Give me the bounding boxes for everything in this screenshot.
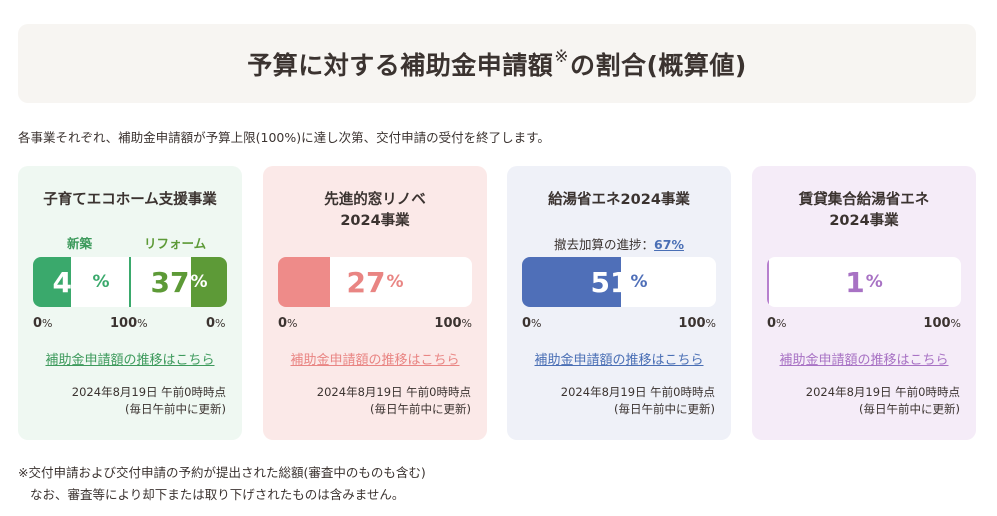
scale-max: 100%: [923, 316, 961, 331]
progress-bar: 27%: [278, 257, 472, 307]
removal-progress: 撤去加算の進捗：67%: [554, 237, 684, 252]
card-title: 子育てエコホーム支援事業: [43, 192, 217, 208]
history-link[interactable]: 補助金申請額の推移はこちら: [45, 353, 215, 368]
scale-max: 100%: [678, 316, 716, 331]
progress-bar: 51%: [522, 257, 716, 307]
removal-progress-value[interactable]: 67%: [654, 237, 684, 252]
progress-fill: [522, 257, 621, 307]
title-banner: 予算に対する補助金申請額※の割合(概算値): [18, 24, 976, 103]
new-build-label: 新築: [67, 236, 93, 251]
bar-divider: [129, 257, 131, 307]
progress-value: 51%: [590, 265, 648, 299]
card-title: 賃貸集合給湯省エネ 2024事業: [798, 192, 930, 229]
scale-min: 0%: [522, 316, 542, 331]
card-title: 給湯省エネ2024事業: [548, 192, 690, 208]
progress-value: 27%: [346, 265, 404, 299]
timestamp: 2024年8月19日 午前0時時点 (毎日午前中に更新): [560, 385, 715, 416]
scale-max: 100%: [110, 316, 148, 331]
scale-min-reform: 0%: [206, 316, 226, 331]
scale-min: 0%: [278, 316, 298, 331]
timestamp: 2024年8月19日 午前0時時点 (毎日午前中に更新): [805, 385, 960, 416]
card-title: 先進的窓リノベ 2024事業: [324, 192, 426, 229]
scale-min: 0%: [767, 316, 787, 331]
card-rental-water-heater: 賃貸集合給湯省エネ 2024事業 1% 0% 100% 補助金申請額の推移はこち…: [752, 166, 976, 440]
progress-bar-split: 42% 37%: [33, 257, 227, 307]
page-title: 予算に対する補助金申請額※の割合(概算値): [247, 46, 747, 80]
scale-max: 100%: [434, 316, 472, 331]
timestamp: 2024年8月19日 午前0時時点 (毎日午前中に更新): [316, 385, 471, 416]
reform-fill: [191, 257, 227, 307]
progress-fill: [278, 257, 331, 307]
history-link[interactable]: 補助金申請額の推移はこちら: [534, 353, 704, 368]
progress-fill: [767, 257, 769, 307]
footnote: ※交付申請および交付申請の予約が提出された総額(審査中のものも含む) なお、審査…: [18, 465, 426, 502]
new-build-fill: [33, 257, 72, 307]
history-link[interactable]: 補助金申請額の推移はこちら: [290, 353, 460, 368]
history-link[interactable]: 補助金申請額の推移はこちら: [779, 353, 949, 368]
progress-value: 1%: [845, 265, 883, 299]
footnote-mark: ※: [554, 46, 569, 67]
intro-note: 各事業それぞれ、補助金申請額が予算上限(100%)に達し次第、交付申請の受付を終…: [18, 130, 550, 145]
new-build-value: 42%: [52, 265, 110, 299]
card-kosodate-eco-home: 子育てエコホーム支援事業 新築 リフォーム 42% 37% 0% 100% 0%…: [18, 166, 242, 440]
scale-min: 0%: [33, 316, 53, 331]
card-window-renovation: 先進的窓リノベ 2024事業 27% 0% 100% 補助金申請額の推移はこちら…: [263, 166, 487, 440]
progress-bar: 1%: [767, 257, 961, 307]
reform-value: 37%: [150, 265, 208, 299]
reform-label: リフォーム: [144, 236, 207, 251]
timestamp: 2024年8月19日 午前0時時点 (毎日午前中に更新): [71, 385, 226, 416]
card-water-heater: 給湯省エネ2024事業 撤去加算の進捗：67% 51% 0% 100% 補助金申…: [507, 166, 731, 440]
